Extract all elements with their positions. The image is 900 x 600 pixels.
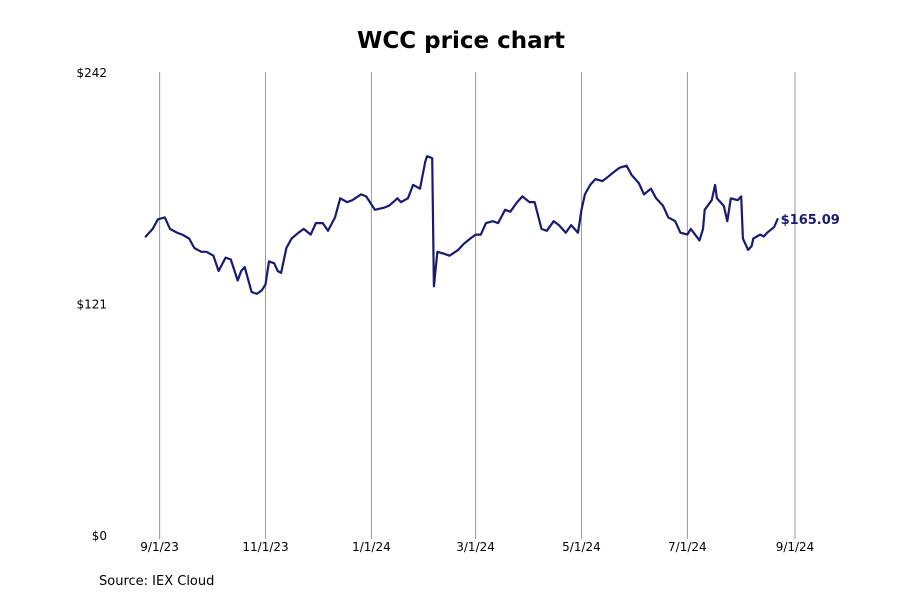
y-axis: $0 $121 $242 [76, 66, 107, 543]
y-tick-label: $121 [76, 298, 107, 312]
x-tick-label: 9/1/24 [776, 540, 815, 554]
x-axis: 9/1/23 11/1/23 1/1/24 3/1/24 5/1/24 7/1/24 9/1… [140, 540, 814, 554]
x-tick-label: 5/1/24 [562, 540, 601, 554]
x-tick-label: 1/1/24 [352, 540, 391, 554]
x-tick-label: 9/1/23 [140, 540, 179, 554]
x-tick-label: 11/1/23 [242, 540, 288, 554]
price-line [144, 155, 779, 295]
series: $165.09 [144, 155, 840, 295]
chart-title: WCC price chart [357, 28, 565, 54]
y-tick-label: $0 [92, 529, 107, 543]
source-note: Source: IEX Cloud [99, 574, 215, 589]
x-tick-label: 7/1/24 [668, 540, 707, 554]
y-tick-label: $242 [76, 66, 107, 80]
x-tick-label: 3/1/24 [456, 540, 495, 554]
last-price-label: $165.09 [781, 213, 840, 228]
grid-lines [159, 72, 796, 539]
